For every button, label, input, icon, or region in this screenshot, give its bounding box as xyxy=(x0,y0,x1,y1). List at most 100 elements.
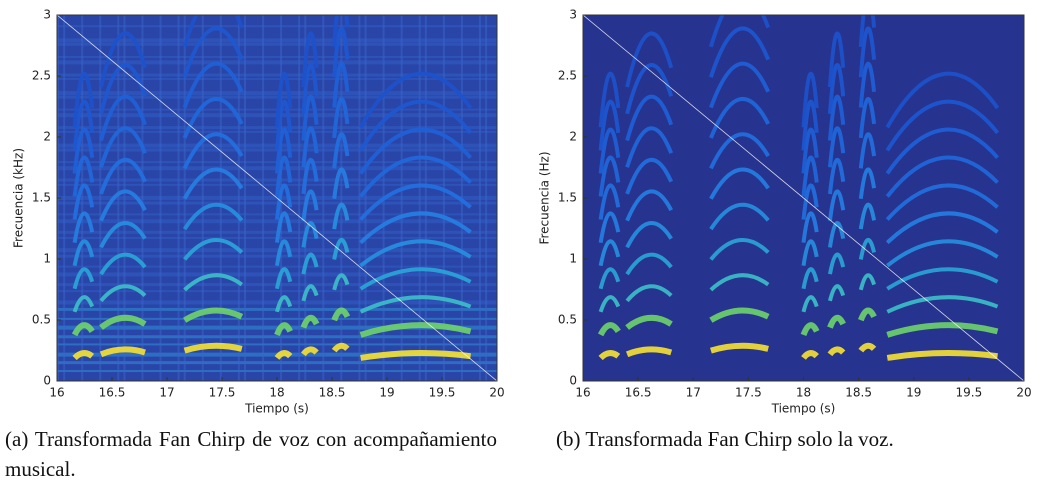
harmonic xyxy=(598,295,621,313)
harmonic xyxy=(598,127,621,174)
harmonic xyxy=(827,126,846,168)
harmonic xyxy=(886,350,998,361)
harmonic xyxy=(72,267,95,290)
background-band xyxy=(57,219,497,224)
y-tick-label: 0.5 xyxy=(32,313,51,327)
harmonic xyxy=(72,350,95,361)
harmonic xyxy=(858,167,877,199)
background-band xyxy=(57,325,497,330)
harmonic xyxy=(99,252,147,276)
background-band xyxy=(57,290,497,293)
onset xyxy=(81,15,84,381)
harmonic xyxy=(827,314,846,329)
harmonic xyxy=(275,155,293,197)
harmonic xyxy=(708,26,771,78)
y-tick-label: 2.5 xyxy=(558,69,577,83)
harmonic xyxy=(275,127,293,174)
harmonic xyxy=(301,63,319,114)
harmonic xyxy=(709,96,771,139)
onset xyxy=(117,15,120,381)
harmonic xyxy=(332,167,350,199)
onset xyxy=(219,15,222,381)
harmonic xyxy=(99,346,146,358)
harmonic xyxy=(72,127,95,174)
harmonic xyxy=(99,221,147,249)
harmonic xyxy=(828,284,846,302)
harmonic xyxy=(301,252,319,275)
harmonic xyxy=(358,71,473,129)
harmonic xyxy=(858,26,877,78)
harmonic xyxy=(358,127,473,175)
diagonal xyxy=(583,15,1024,381)
harmonic xyxy=(301,31,319,88)
harmonic xyxy=(827,157,846,195)
harmonic xyxy=(801,350,819,360)
diagonal xyxy=(57,15,497,381)
harmonic xyxy=(801,239,819,267)
harmonic xyxy=(801,155,819,197)
y-tick-label: 0 xyxy=(43,374,51,388)
harmonic xyxy=(709,167,770,200)
onset xyxy=(424,15,427,381)
harmonic xyxy=(827,189,846,221)
caption: (a) Transformada Fan Chirp de voz con ac… xyxy=(5,427,497,481)
harmonic xyxy=(827,31,846,88)
harmonic xyxy=(598,267,621,290)
harmonic xyxy=(801,267,819,290)
background-band xyxy=(57,55,497,58)
y-tick-label: 0 xyxy=(569,374,577,388)
x-tick-label: 16 xyxy=(575,386,590,400)
harmonic xyxy=(827,346,846,357)
harmonic xyxy=(625,158,674,195)
background-band xyxy=(57,370,497,373)
y-axis-label: Frecuencia (Hz) xyxy=(538,151,552,244)
harmonic xyxy=(598,239,621,267)
harmonic xyxy=(300,314,320,329)
onset xyxy=(159,15,162,381)
harmonic xyxy=(332,238,350,260)
harmonic xyxy=(275,295,293,313)
background-band xyxy=(57,317,497,320)
harmonic xyxy=(301,126,319,168)
harmonic xyxy=(332,26,350,78)
x-axis-label: Tiempo (s) xyxy=(771,402,836,416)
harmonic xyxy=(182,202,244,231)
harmonic xyxy=(827,221,846,248)
harmonic xyxy=(858,15,877,47)
harmonic xyxy=(625,252,673,276)
harmonic xyxy=(858,307,877,322)
harmonic xyxy=(886,322,999,338)
harmonic xyxy=(598,211,621,243)
harmonic xyxy=(801,99,819,151)
harmonic xyxy=(275,71,293,128)
background-band xyxy=(57,25,497,28)
x-tick-label: 18 xyxy=(269,386,284,400)
background-band xyxy=(57,95,497,99)
harmonic xyxy=(332,202,350,230)
onset xyxy=(177,15,180,381)
harmonic xyxy=(275,99,293,151)
harmonic xyxy=(274,322,293,337)
x-tick-label: 17 xyxy=(159,386,174,400)
y-tick-label: 3 xyxy=(569,8,577,22)
harmonic xyxy=(275,267,293,290)
x-axis-label: Tiempo (s) xyxy=(244,402,309,416)
harmonic xyxy=(858,342,877,353)
harmonic xyxy=(858,132,877,169)
background-band xyxy=(57,42,497,46)
y-axis-label: Frecuencia (kHz) xyxy=(12,148,26,248)
onset xyxy=(364,15,367,381)
x-tick-label: 17 xyxy=(686,386,701,400)
harmonic xyxy=(183,307,244,323)
x-tick-label: 16 xyxy=(49,386,64,400)
harmonic xyxy=(709,237,770,261)
background-band xyxy=(57,38,497,43)
harmonic xyxy=(72,71,95,128)
onset xyxy=(442,15,445,381)
harmonic xyxy=(625,31,674,88)
harmonic xyxy=(182,167,244,200)
x-tick-label: 18.5 xyxy=(319,386,346,400)
harmonic xyxy=(827,94,846,141)
caption: (b) Transformada Fan Chirp solo la voz. xyxy=(556,427,894,451)
